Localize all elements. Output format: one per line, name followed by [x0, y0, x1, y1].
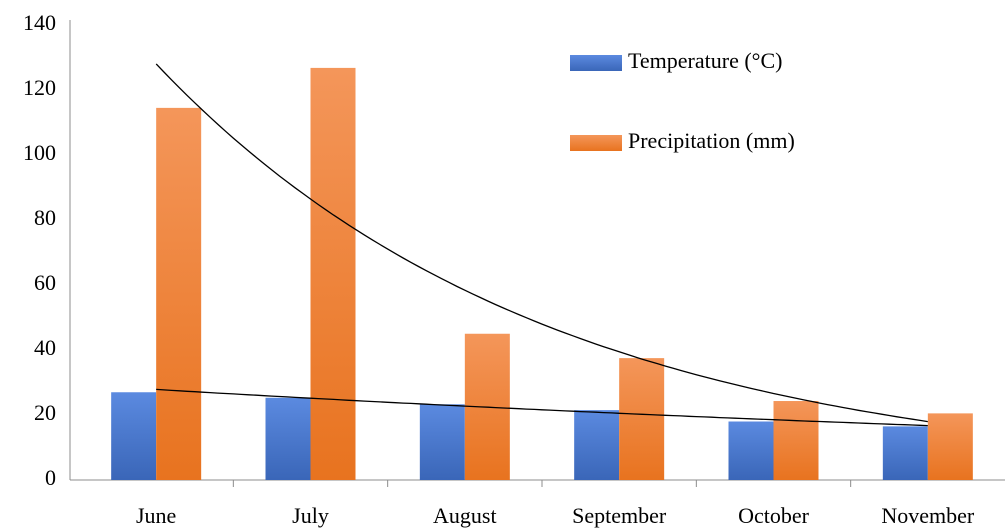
bar: [419, 404, 465, 480]
bar: [882, 426, 928, 480]
y-tick-label: 80: [34, 205, 56, 230]
bar: [574, 410, 620, 480]
trendline: [156, 388, 928, 427]
bar: [111, 392, 157, 480]
bar: [310, 67, 356, 481]
legend-label: Precipitation (mm): [628, 128, 795, 153]
y-tick-label: 0: [45, 465, 56, 490]
trendline: [155, 63, 928, 423]
x-tick-label: June: [136, 503, 176, 528]
bar: [619, 358, 665, 480]
x-tick-label: July: [292, 503, 329, 528]
x-tick-label: August: [433, 503, 497, 528]
y-tick-label: 100: [23, 140, 56, 165]
y-tick-label: 40: [34, 335, 56, 360]
bar: [773, 401, 819, 480]
y-tick-label: 140: [23, 10, 56, 35]
bar: [927, 413, 973, 480]
legend-swatch: [570, 55, 622, 71]
bar: [265, 397, 311, 480]
y-tick-label: 120: [23, 75, 56, 100]
legend-label: Temperature (°C): [628, 48, 782, 73]
y-tick-label: 20: [34, 400, 56, 425]
x-tick-label: September: [572, 503, 667, 528]
legend-swatch: [570, 135, 622, 151]
bar: [728, 421, 774, 480]
x-tick-label: October: [738, 503, 810, 528]
y-tick-label: 60: [34, 270, 56, 295]
bar: [156, 107, 202, 480]
x-tick-label: November: [881, 503, 975, 528]
